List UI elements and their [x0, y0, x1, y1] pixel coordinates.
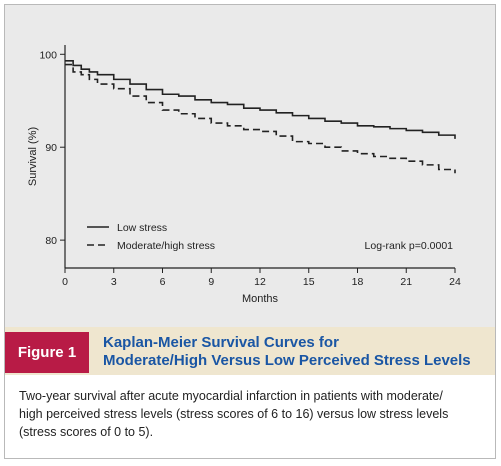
legend-label-1: Moderate/high stress: [117, 240, 215, 252]
caption-line-3: (stress scores of 0 to 5).: [19, 425, 154, 439]
x-tick-label-3: 3: [111, 276, 117, 288]
x-tick-label-12: 12: [254, 276, 266, 288]
figure-label-badge: Figure 1: [5, 332, 89, 373]
figure-title-line-1: Kaplan-Meier Survival Curves for: [103, 334, 339, 351]
series-line-low-stress: [65, 59, 456, 139]
y-tick-label-100: 100: [39, 49, 57, 61]
legend-label-0: Low stress: [117, 222, 167, 234]
caption-line-1: Two-year survival after acute myocardial…: [19, 389, 443, 403]
figure-caption: Two-year survival after acute myocardial…: [19, 387, 487, 441]
y-tick-label-90: 90: [45, 142, 57, 154]
plot-panel: 0 3 6 9 12 15 18 21 24 80 90 100 Months Survival (%) L…: [5, 5, 495, 327]
series-line-moderate-high-stress: [65, 63, 456, 174]
x-tick-label-18: 18: [352, 276, 364, 288]
y-axis-title: Survival (%): [27, 127, 39, 186]
y-tick-label-80: 80: [45, 235, 57, 247]
x-axis-title: Months: [242, 293, 279, 305]
figure-title-bar: Figure 1 Kaplan-Meier Survival Curves fo…: [5, 327, 495, 375]
x-tick-label-15: 15: [303, 276, 315, 288]
figure-title-line-2: Moderate/High Versus Low Perceived Stres…: [103, 352, 471, 369]
survival-chart: 0 3 6 9 12 15 18 21 24 80 90 100 Months Survival (%) L…: [27, 45, 461, 305]
logrank-annotation: Log-rank p=0.0001: [365, 240, 454, 252]
figure-title: Kaplan-Meier Survival Curves for Moderat…: [103, 334, 491, 370]
x-tick-label-24: 24: [449, 276, 461, 288]
x-tick-label-21: 21: [400, 276, 412, 288]
caption-line-2: high perceived stress levels (stress sco…: [19, 407, 449, 421]
x-tick-label-0: 0: [62, 276, 68, 288]
x-tick-label-9: 9: [208, 276, 214, 288]
x-tick-label-6: 6: [160, 276, 166, 288]
figure-frame: 0 3 6 9 12 15 18 21 24 80 90 100 Months Survival (%) L…: [4, 4, 496, 459]
